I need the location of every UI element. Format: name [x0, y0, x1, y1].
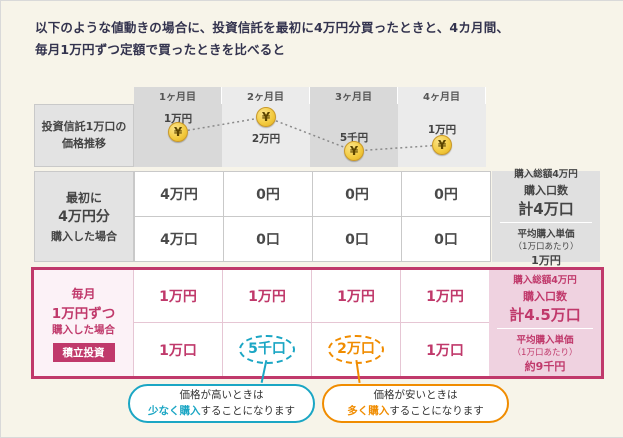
lump-sum-units-month2: 0口 [224, 217, 312, 261]
monthly-amount-month4: 1万円 [401, 270, 489, 322]
lump-sum-row-label: 最初に 4万円分 購入した場合 [34, 171, 134, 262]
monthly-units-month4: 1万口 [401, 323, 489, 376]
divider [496, 328, 594, 329]
low-price-callout-rest: することになります [389, 404, 484, 417]
lump-sum-total-amount: 購入総額4万円 [514, 168, 578, 180]
monthly-label-line2: 1万円ずつ [51, 305, 116, 322]
price-label-month4: 1万円 [427, 124, 457, 136]
lump-sum-values-grid: 4万円 0円 0円 0円 4万口 0口 0口 0口 [134, 171, 491, 262]
price-row-label: 投資信託1万口の 価格推移 [34, 104, 134, 167]
monthly-avg-price-value: 約9千円 [524, 360, 566, 373]
tsumitate-badge: 積立投資 [52, 342, 115, 362]
lump-sum-label-line3: 購入した場合 [51, 230, 117, 243]
low-price-callout-line2: 多く購入することになります [347, 404, 484, 420]
month-header-row: 1ヶ月目 2ヶ月目 3ヶ月目 4ヶ月目 [134, 87, 486, 104]
yen-symbol: ¥ [261, 110, 271, 124]
lump-sum-units-month4: 0口 [402, 217, 490, 261]
monthly-amount-month3: 1万円 [312, 270, 400, 322]
lump-sum-avg-price-value: 1万円 [531, 253, 561, 267]
monthly-amount-month1: 1万円 [134, 270, 222, 322]
divider [499, 221, 593, 223]
low-price-callout-line1: 価格が安いときは [373, 388, 458, 401]
month-header-4: 4ヶ月目 [398, 87, 486, 104]
lump-sum-amount-month4: 0円 [402, 172, 490, 216]
price-trend-line [177, 116, 443, 152]
lump-sum-units-month3: 0口 [313, 217, 401, 261]
month-header-3: 3ヶ月目 [310, 87, 398, 104]
high-price-callout-rest: することになります [200, 404, 296, 417]
yen-coin-icon: ¥ [168, 122, 188, 142]
lump-sum-units-total: 計4万口 [518, 199, 574, 218]
yen-coin-icon: ¥ [344, 141, 364, 161]
month-header-1: 1ヶ月目 [134, 87, 222, 104]
lump-sum-units-label: 購入口数 [524, 183, 568, 197]
lump-sum-summary: 購入総額4万円 購入口数 計4万口 平均購入単価 （1万口あたり） 1万円 [492, 169, 600, 267]
high-price-callout-line1: 価格が高いときは [179, 388, 264, 401]
month-header-2: 2ヶ月目 [222, 87, 310, 104]
page-title-line1: 以下のような値動きの場合に、投資信託を最初に4万円分買ったときと、4カ月間、 [35, 20, 510, 35]
lump-sum-avg-price-label: 平均購入単価 [517, 228, 575, 240]
high-price-units-highlight: 5千口 [239, 334, 295, 365]
lump-sum-avg-price-paren: （1万口あたり） [513, 241, 579, 252]
monthly-label-line1: 毎月 [71, 286, 96, 301]
monthly-label-line3: 購入した場合 [52, 323, 115, 336]
monthly-row-label: 毎月 1万円ずつ 購入した場合 積立投資 [34, 270, 134, 376]
price-row-label-line1: 投資信託1万口の [41, 120, 127, 133]
yen-symbol: ¥ [437, 138, 447, 152]
price-row-label-line2: 価格推移 [62, 136, 106, 150]
yen-symbol: ¥ [173, 125, 183, 139]
high-price-callout-line2: 少なく購入することになります [148, 404, 295, 420]
lump-sum-units-month1: 4万口 [135, 217, 223, 261]
low-price-callout-highlight: 多く購入 [347, 404, 390, 417]
monthly-avg-price-label: 平均購入単価 [516, 335, 574, 346]
yen-coin-icon: ¥ [256, 107, 276, 127]
monthly-summary: 購入総額4万円 購入口数 計4.5万口 平均購入単価 （1万口あたり） 約9千円 [489, 270, 601, 376]
low-price-callout: 価格が安いときは 多く購入することになります [322, 384, 509, 423]
high-price-callout: 価格が高いときは 少なく購入することになります [128, 384, 315, 423]
monthly-units-total: 計4.5万口 [509, 306, 581, 324]
lump-sum-label-line1: 最初に [65, 191, 102, 205]
monthly-purchase-group: 毎月 1万円ずつ 購入した場合 積立投資 1万円 1万円 1万円 1万円 1万口… [31, 267, 604, 379]
page-title-line2: 毎月1万円ずつ定額で買ったときを比べると [35, 41, 286, 57]
price-trend-chart: 1万円 ¥ ¥ 2万円 5千円 ¥ 1万円 ¥ [134, 104, 486, 167]
yen-coin-icon: ¥ [432, 135, 452, 155]
price-label-month2: 2万円 [251, 133, 281, 145]
monthly-units-label: 購入口数 [523, 290, 567, 303]
high-price-callout-highlight: 少なく購入 [148, 404, 201, 417]
price-label-month1: 1万円 [163, 113, 193, 125]
monthly-units-month1: 1万口 [134, 323, 222, 376]
monthly-values-grid: 1万円 1万円 1万円 1万円 1万口 5千口 2万口 1万口 [134, 270, 489, 376]
monthly-avg-price-paren: （1万口あたり） [512, 348, 578, 358]
price-label-month3: 5千円 [339, 132, 369, 144]
monthly-units-month2: 5千口 [223, 323, 311, 376]
lump-sum-amount-month3: 0円 [313, 172, 401, 216]
page-title: 以下のような値動きの場合に、投資信託を最初に4万円分買ったときと、4カ月間、 毎… [35, 17, 509, 61]
lump-sum-amount-month2: 0円 [224, 172, 312, 216]
monthly-amount-month2: 1万円 [223, 270, 311, 322]
yen-symbol: ¥ [349, 144, 359, 158]
lump-sum-amount-month1: 4万円 [135, 172, 223, 216]
monthly-total-amount: 購入総額4万円 [513, 275, 577, 286]
lump-sum-label-line2: 4万円分 [58, 209, 110, 225]
